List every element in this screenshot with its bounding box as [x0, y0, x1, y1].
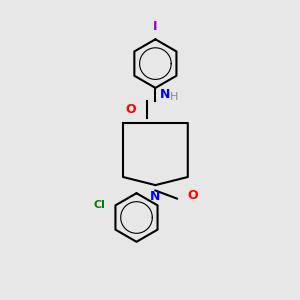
- Text: H: H: [170, 92, 178, 102]
- Text: N: N: [160, 88, 170, 101]
- Text: O: O: [126, 103, 136, 116]
- Text: O: O: [188, 189, 198, 203]
- Text: Cl: Cl: [94, 200, 106, 210]
- Text: N: N: [150, 190, 161, 203]
- Text: I: I: [153, 20, 158, 32]
